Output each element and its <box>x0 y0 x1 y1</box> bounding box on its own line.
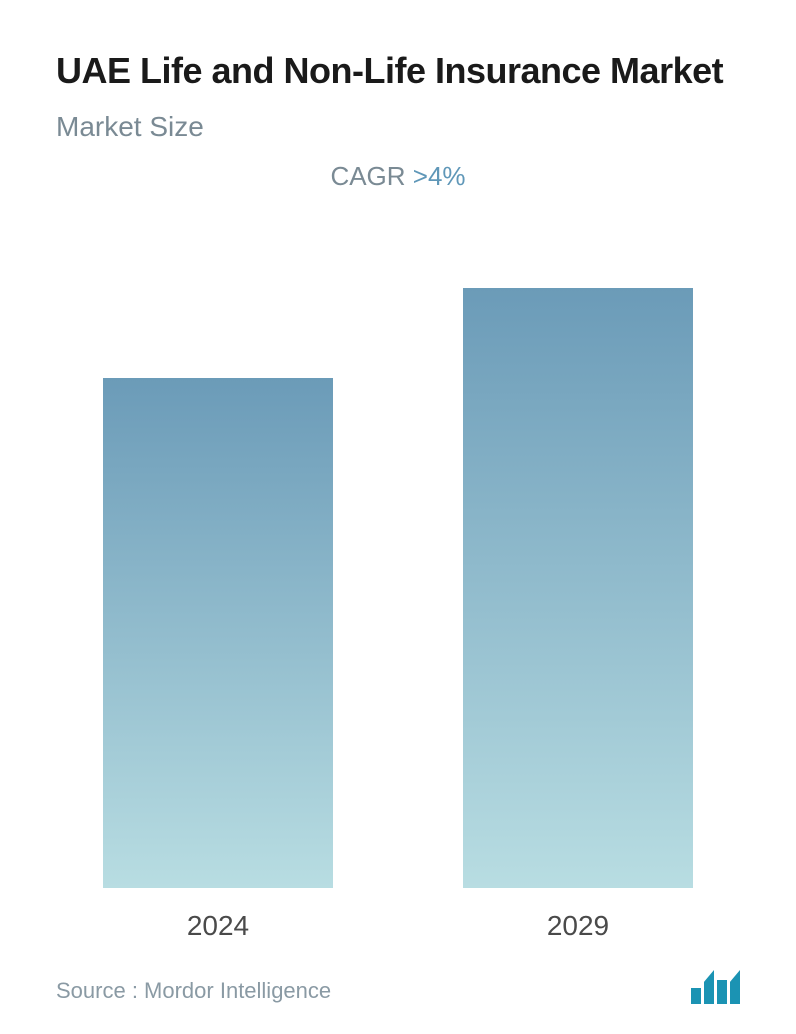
chart-area: 2024 2029 <box>56 232 740 942</box>
logo-bar-1 <box>691 988 701 1004</box>
mordor-logo-icon <box>691 970 740 1004</box>
bar-group-2029: 2029 <box>463 288 693 942</box>
logo-bar-4 <box>730 970 740 1004</box>
chart-container: UAE Life and Non-Life Insurance Market M… <box>0 0 796 1034</box>
bar-label-2029: 2029 <box>547 910 609 942</box>
cagr-row: CAGR >4% <box>56 161 740 192</box>
logo-bar-3 <box>717 980 727 1004</box>
cagr-label: CAGR <box>330 161 412 191</box>
bar-2029 <box>463 288 693 888</box>
bar-2024 <box>103 378 333 888</box>
bar-group-2024: 2024 <box>103 378 333 942</box>
cagr-value: >4% <box>413 161 466 191</box>
logo-bar-2 <box>704 970 714 1004</box>
bar-label-2024: 2024 <box>187 910 249 942</box>
source-text: Source : Mordor Intelligence <box>56 978 331 1004</box>
chart-footer: Source : Mordor Intelligence <box>56 970 740 1004</box>
chart-subtitle: Market Size <box>56 111 740 143</box>
chart-title: UAE Life and Non-Life Insurance Market <box>56 48 740 93</box>
